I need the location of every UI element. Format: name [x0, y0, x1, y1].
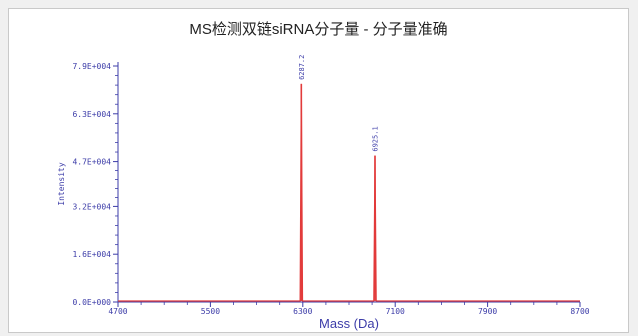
chart-frame: MS检测双链siRNA分子量 - 分子量准确 — [8, 8, 629, 333]
peak-label: 6287.2 — [298, 55, 306, 80]
x-tick-label: 6300 — [293, 307, 312, 316]
x-tick-label: 7900 — [478, 307, 497, 316]
y-tick-label: 7.9E+004 — [72, 62, 111, 71]
y-tick-label: 1.6E+004 — [72, 250, 111, 259]
x-axis-label: Mass (Da) — [319, 316, 379, 331]
peak-label: 6925.1 — [371, 126, 379, 151]
trace-line — [118, 83, 580, 302]
y-tick-label: 6.3E+004 — [72, 110, 111, 119]
y-tick-label: 0.0E+000 — [72, 298, 111, 307]
ticks: 0.0E+000 1.6E+004 3.2E+004 4.7E+004 6.3E+004… — [72, 62, 589, 316]
x-tick-label: 8700 — [570, 307, 589, 316]
x-tick-label: 7100 — [386, 307, 405, 316]
axes — [117, 62, 580, 303]
x-tick-label: 5500 — [201, 307, 220, 316]
y-tick-label: 4.7E+004 — [72, 158, 111, 167]
y-axis-label: Intensity — [57, 162, 66, 206]
trace: 6287.2 6925.1 — [118, 55, 580, 302]
y-tick-label: 3.2E+004 — [72, 202, 111, 211]
x-tick-label: 4700 — [108, 307, 127, 316]
chart-title: MS检测双链siRNA分子量 - 分子量准确 — [189, 21, 448, 38]
